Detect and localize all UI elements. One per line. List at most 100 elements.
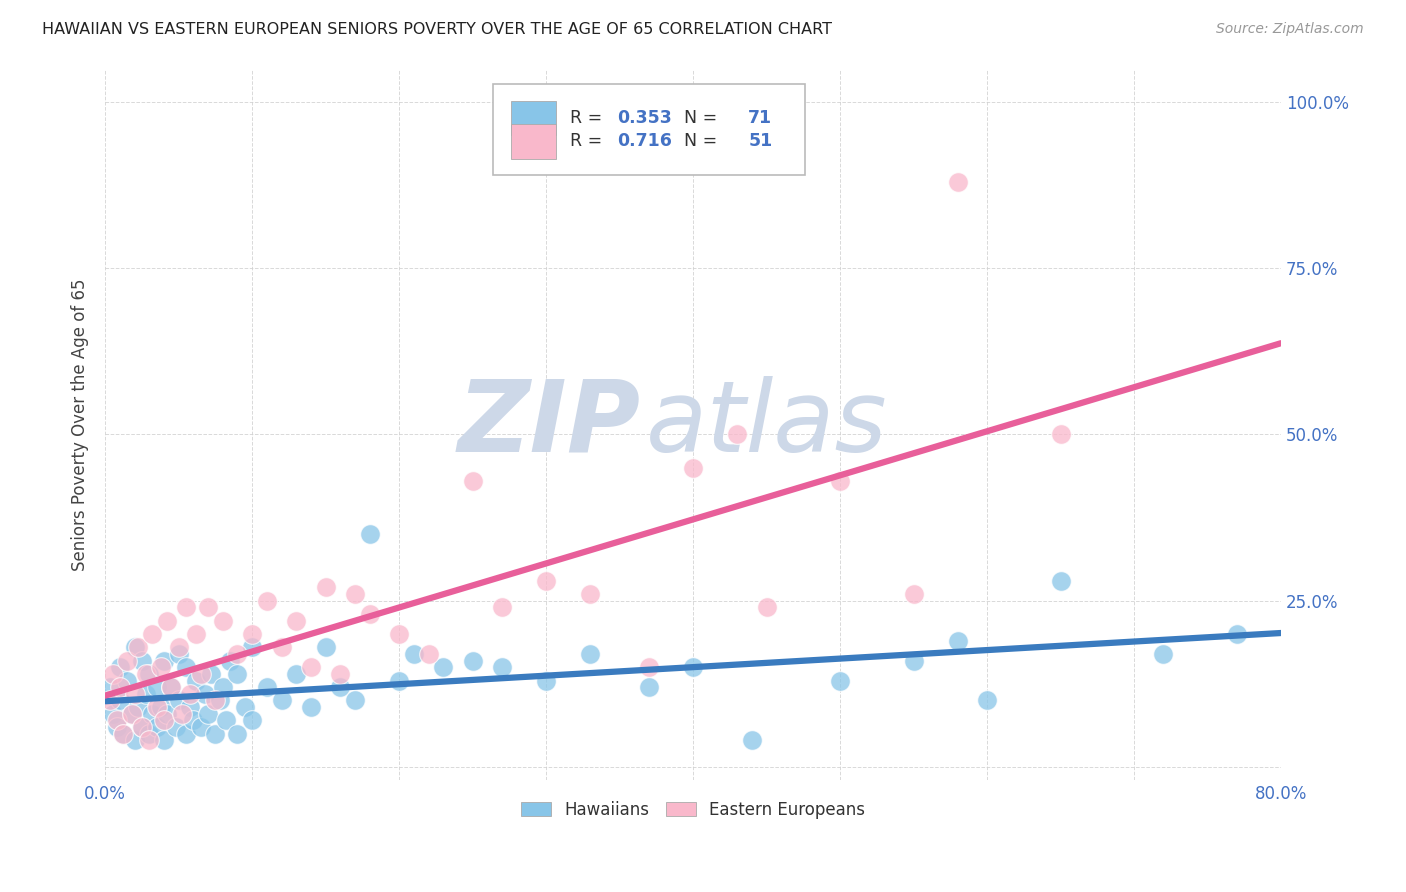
Text: HAWAIIAN VS EASTERN EUROPEAN SENIORS POVERTY OVER THE AGE OF 65 CORRELATION CHAR: HAWAIIAN VS EASTERN EUROPEAN SENIORS POV… <box>42 22 832 37</box>
Point <box>226 666 249 681</box>
Text: 71: 71 <box>748 109 772 127</box>
Point <box>534 574 557 588</box>
Point <box>174 600 197 615</box>
Point <box>186 673 208 688</box>
Point <box>725 427 748 442</box>
Point <box>105 714 128 728</box>
Point <box>197 600 219 615</box>
Text: 0.353: 0.353 <box>617 109 672 127</box>
Point <box>108 693 131 707</box>
Point <box>194 687 217 701</box>
Text: R =: R = <box>569 109 607 127</box>
Point <box>145 720 167 734</box>
Point <box>131 720 153 734</box>
Point <box>828 474 851 488</box>
Point <box>682 460 704 475</box>
Point <box>156 706 179 721</box>
Point <box>145 700 167 714</box>
Text: R =: R = <box>569 133 607 151</box>
FancyBboxPatch shape <box>510 101 555 135</box>
Point <box>190 720 212 734</box>
Point <box>299 700 322 714</box>
Point <box>1152 647 1174 661</box>
Point <box>108 680 131 694</box>
Point <box>138 727 160 741</box>
Point <box>165 720 187 734</box>
Point <box>344 587 367 601</box>
Point <box>270 693 292 707</box>
Point <box>315 640 337 655</box>
Point <box>461 474 484 488</box>
Point <box>491 660 513 674</box>
Point <box>127 640 149 655</box>
Point <box>108 660 131 674</box>
Point <box>153 733 176 747</box>
Point <box>1049 574 1071 588</box>
Point <box>226 727 249 741</box>
Point <box>418 647 440 661</box>
Point <box>124 733 146 747</box>
Point <box>256 680 278 694</box>
Point <box>534 673 557 688</box>
Point <box>167 647 190 661</box>
Point <box>1049 427 1071 442</box>
Point <box>174 727 197 741</box>
Point <box>150 660 173 674</box>
Point <box>219 654 242 668</box>
Point <box>208 693 231 707</box>
Point <box>903 654 925 668</box>
Point <box>285 614 308 628</box>
Point <box>240 714 263 728</box>
Point <box>101 706 124 721</box>
Point <box>121 706 143 721</box>
Y-axis label: Seniors Poverty Over the Age of 65: Seniors Poverty Over the Age of 65 <box>72 278 89 571</box>
Point <box>145 680 167 694</box>
Point <box>170 706 193 721</box>
Point <box>432 660 454 674</box>
Point <box>359 527 381 541</box>
Point <box>127 700 149 714</box>
Point <box>135 666 157 681</box>
Point <box>141 627 163 641</box>
Point <box>167 640 190 655</box>
Point <box>226 647 249 661</box>
Point <box>215 714 238 728</box>
Point <box>111 727 134 741</box>
Point <box>388 673 411 688</box>
Point <box>491 600 513 615</box>
Text: 0.716: 0.716 <box>617 133 672 151</box>
Point <box>211 614 233 628</box>
Text: Source: ZipAtlas.com: Source: ZipAtlas.com <box>1216 22 1364 37</box>
Point <box>828 673 851 688</box>
Legend: Hawaiians, Eastern Europeans: Hawaiians, Eastern Europeans <box>515 794 872 825</box>
Point <box>315 581 337 595</box>
Point <box>153 654 176 668</box>
Point <box>124 640 146 655</box>
Point <box>186 627 208 641</box>
Text: N =: N = <box>673 109 723 127</box>
Point <box>101 666 124 681</box>
Point <box>402 647 425 661</box>
Point <box>138 666 160 681</box>
Point <box>638 680 661 694</box>
Point <box>1226 627 1249 641</box>
Point <box>329 666 352 681</box>
Point <box>903 587 925 601</box>
Point <box>461 654 484 668</box>
Point <box>329 680 352 694</box>
Point <box>98 680 121 694</box>
Point <box>741 733 763 747</box>
Point <box>200 666 222 681</box>
Point <box>160 680 183 694</box>
Point <box>167 693 190 707</box>
FancyBboxPatch shape <box>494 84 804 176</box>
Point <box>160 680 183 694</box>
Point <box>117 673 139 688</box>
Point <box>183 714 205 728</box>
Point <box>755 600 778 615</box>
Point <box>131 720 153 734</box>
Text: atlas: atlas <box>645 376 887 473</box>
Text: ZIP: ZIP <box>457 376 640 473</box>
Point <box>179 687 201 701</box>
Point <box>579 587 602 601</box>
